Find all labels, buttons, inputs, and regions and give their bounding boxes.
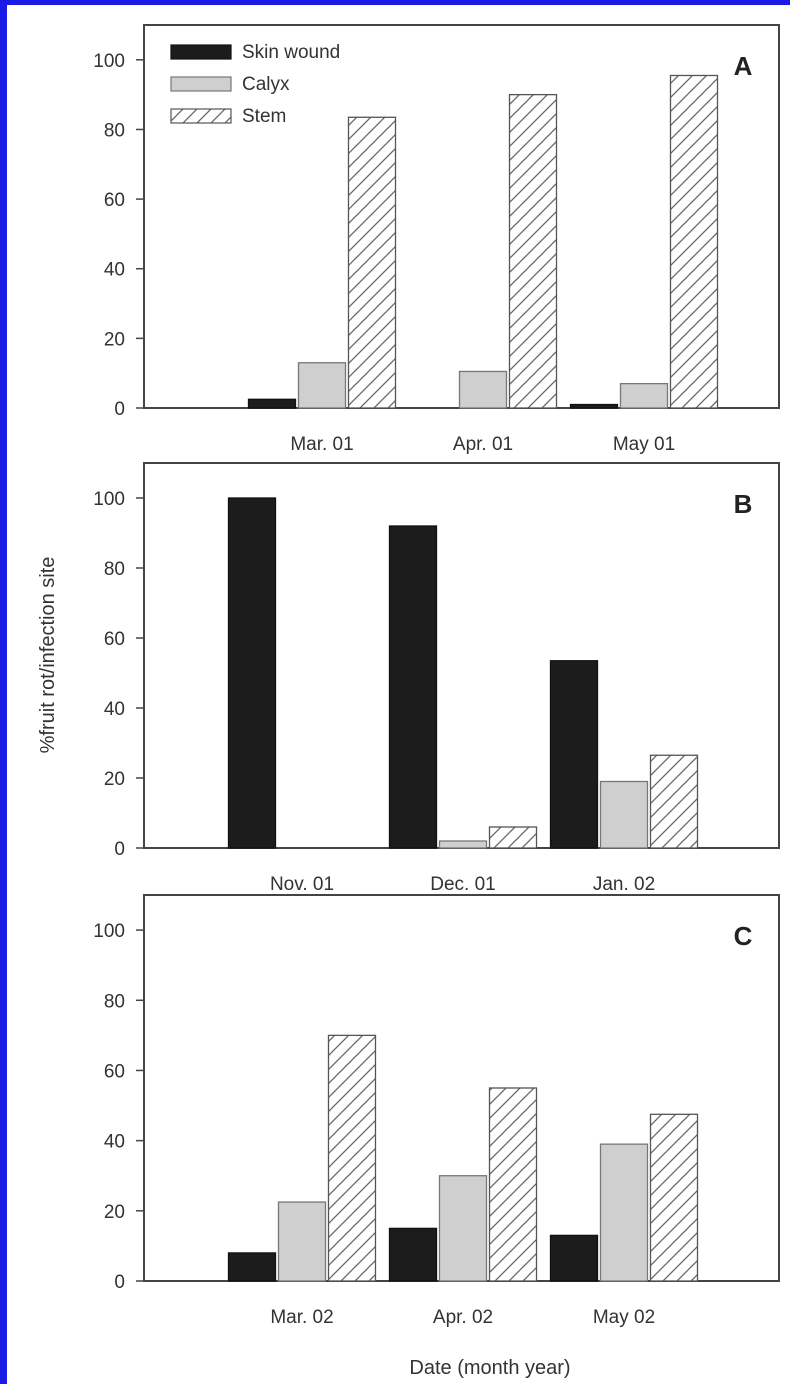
legend-swatch-calyx	[170, 76, 232, 92]
y-tick-label: 40	[104, 1132, 125, 1153]
chart-panel-c: 0 20 40 60 80 100 Mar. 02 Apr. 02 May 02 C	[93, 894, 780, 1328]
y-tick-label: 40	[104, 699, 125, 720]
bar-skin-wound-1	[247, 398, 297, 409]
x-tick-label: Mar. 01	[290, 434, 353, 455]
y-tick-label: 100	[93, 921, 125, 942]
x-tick-label: Apr. 01	[453, 434, 513, 455]
bar-skin-wound-1	[227, 497, 277, 849]
bar-skin-wound-2	[388, 525, 438, 849]
x-tick-label: Jan. 02	[593, 874, 655, 895]
x-tick-label: Apr. 02	[433, 1307, 493, 1328]
y-tick-label: 20	[104, 769, 125, 790]
bar-stem-2	[508, 93, 558, 409]
y-tick-label: 80	[104, 559, 125, 580]
legend-swatch-skin-wound	[170, 44, 232, 60]
bar-stem-3	[649, 754, 699, 849]
y-tick-label: 60	[104, 629, 125, 650]
bar-stem-3	[669, 74, 719, 409]
y-tick-label: 40	[104, 260, 125, 281]
bar-calyx-3	[619, 382, 669, 409]
y-tick-label: 20	[104, 329, 125, 350]
panel-letter: C	[734, 921, 753, 951]
y-tick-label: 60	[104, 1061, 125, 1082]
y-tick-label: 0	[114, 399, 125, 420]
y-tick-label: 0	[114, 1272, 125, 1293]
legend-label-calyx: Calyx	[242, 74, 290, 95]
bar-chart-figure: %fruit rot/infection site Date (month ye…	[37, 24, 780, 1379]
bar-skin-wound-3	[549, 1234, 599, 1282]
legend: Skin wound Calyx Stem	[170, 42, 340, 127]
x-tick-label: May 02	[593, 1307, 655, 1328]
bar-stem-1	[327, 1034, 377, 1282]
x-tick-label: Nov. 01	[270, 874, 334, 895]
y-tick-label: 80	[104, 120, 125, 141]
legend-label-stem: Stem	[242, 106, 286, 127]
panel-letter: A	[734, 51, 753, 81]
y-tick-label: 0	[114, 839, 125, 860]
x-tick-label: Mar. 02	[270, 1307, 333, 1328]
legend-swatch-stem	[170, 108, 232, 124]
bar-calyx-2	[438, 1175, 488, 1282]
panel-letter: B	[734, 489, 753, 519]
y-axis-label: %fruit rot/infection site	[37, 557, 59, 754]
y-tick-label: 80	[104, 991, 125, 1012]
bar-calyx-1	[297, 362, 347, 409]
chart-panel-b: 0 20 40 60 80 100 Nov. 01 Dec. 01 Jan. 02 B	[93, 462, 780, 895]
bar-calyx-1	[277, 1201, 327, 1282]
bar-skin-wound-3	[549, 660, 599, 849]
chart-panel-a: 0 20 40 60 80 100 Mar. 01 Apr. 01 May 01 A Skin wo…	[93, 24, 780, 455]
bar-stem-2	[488, 1087, 538, 1282]
bar-calyx-2	[458, 370, 508, 409]
x-tick-label: May 01	[613, 434, 675, 455]
x-axis-label: Date (month year)	[409, 1357, 570, 1379]
bar-stem-3	[649, 1113, 699, 1282]
x-tick-label: Dec. 01	[430, 874, 495, 895]
y-tick-label: 100	[93, 51, 125, 72]
y-tick-label: 20	[104, 1202, 125, 1223]
legend-label-skin-wound: Skin wound	[242, 42, 340, 63]
bar-calyx-3	[599, 780, 649, 849]
bar-skin-wound-1	[227, 1252, 277, 1282]
bar-calyx-3	[599, 1143, 649, 1282]
bar-stem-2	[488, 826, 538, 849]
bar-stem-1	[347, 116, 397, 409]
bar-calyx-2	[438, 840, 488, 849]
bar-skin-wound-2	[388, 1227, 438, 1282]
bar-skin-wound-3	[569, 403, 619, 409]
y-tick-label: 60	[104, 190, 125, 211]
y-tick-label: 100	[93, 489, 125, 510]
